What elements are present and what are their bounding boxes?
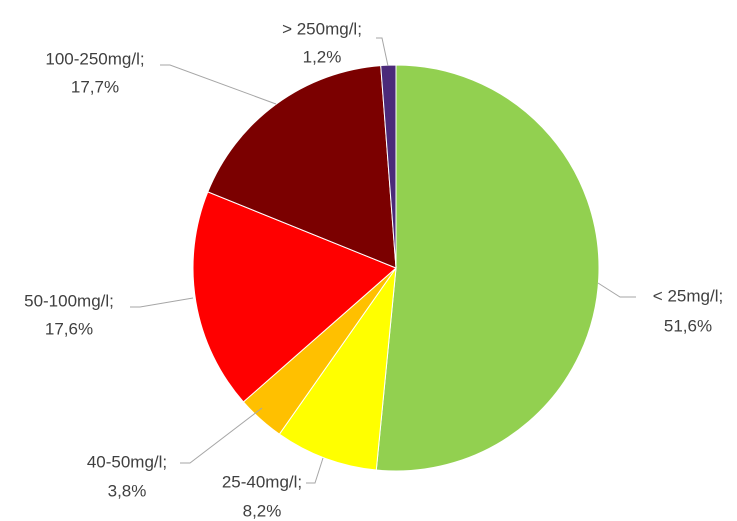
- slice-label: 25-40mg/l;: [222, 472, 302, 491]
- slice-value-label: 3,8%: [108, 481, 147, 500]
- slice-label: < 25mg/l;: [653, 286, 723, 305]
- leader-line: [130, 297, 194, 308]
- slice-value-label: 51,6%: [664, 316, 712, 335]
- pie-slice: [192, 191, 397, 403]
- pie-slice: [207, 65, 397, 269]
- leader-line: [376, 37, 389, 67]
- leader-line: [160, 64, 277, 105]
- slice-label: 50-100mg/l;: [24, 291, 114, 310]
- pie-slice: [375, 64, 600, 472]
- slice-label: 40-50mg/l;: [87, 452, 167, 471]
- slice-value-label: 17,7%: [71, 77, 119, 96]
- leader-line: [306, 457, 324, 484]
- leader-line: [597, 282, 636, 298]
- slice-value-label: 8,2%: [243, 501, 282, 520]
- slice-value-label: 1,2%: [303, 47, 342, 66]
- pie-slice: [380, 64, 397, 269]
- leader-line: [180, 407, 263, 464]
- slice-label: > 250mg/l;: [282, 19, 362, 38]
- slice-label: 100-250mg/l;: [45, 49, 144, 68]
- slice-value-label: 17,6%: [45, 319, 93, 338]
- pie-slice: [278, 266, 397, 471]
